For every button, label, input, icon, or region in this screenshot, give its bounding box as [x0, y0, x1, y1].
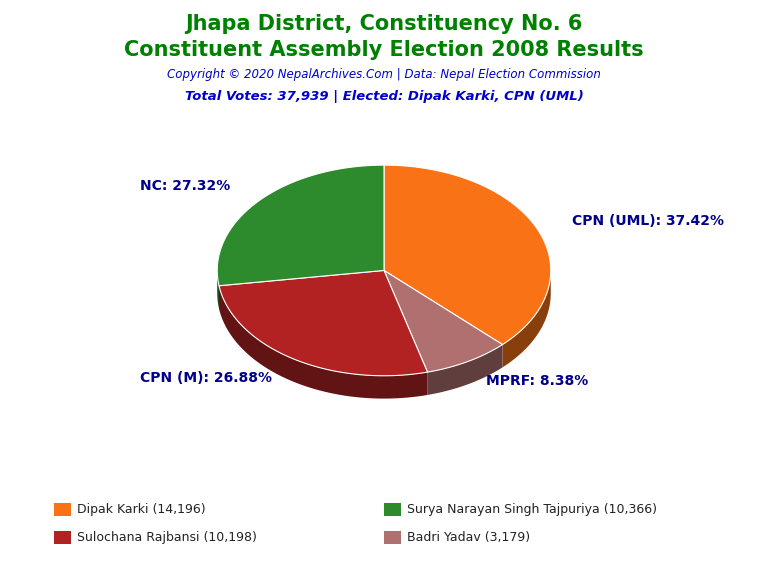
- Polygon shape: [217, 271, 219, 309]
- Text: Constituent Assembly Election 2008 Results: Constituent Assembly Election 2008 Resul…: [124, 40, 644, 60]
- Text: Jhapa District, Constituency No. 6: Jhapa District, Constituency No. 6: [185, 14, 583, 35]
- Polygon shape: [384, 271, 502, 372]
- Text: Surya Narayan Singh Tajpuriya (10,366): Surya Narayan Singh Tajpuriya (10,366): [407, 503, 657, 516]
- Polygon shape: [384, 165, 551, 344]
- Text: NC: 27.32%: NC: 27.32%: [140, 180, 230, 194]
- Polygon shape: [428, 344, 502, 395]
- Polygon shape: [219, 271, 428, 376]
- Text: Copyright © 2020 NepalArchives.Com | Data: Nepal Election Commission: Copyright © 2020 NepalArchives.Com | Dat…: [167, 68, 601, 81]
- Polygon shape: [502, 271, 551, 367]
- Text: Badri Yadav (3,179): Badri Yadav (3,179): [407, 531, 530, 544]
- Text: CPN (UML): 37.42%: CPN (UML): 37.42%: [571, 214, 723, 228]
- Text: Total Votes: 37,939 | Elected: Dipak Karki, CPN (UML): Total Votes: 37,939 | Elected: Dipak Kar…: [184, 90, 584, 104]
- Text: MPRF: 8.38%: MPRF: 8.38%: [486, 374, 588, 388]
- Text: Dipak Karki (14,196): Dipak Karki (14,196): [77, 503, 205, 516]
- Text: CPN (M): 26.88%: CPN (M): 26.88%: [141, 371, 273, 385]
- Text: Sulochana Rajbansi (10,198): Sulochana Rajbansi (10,198): [77, 531, 257, 544]
- Polygon shape: [219, 286, 428, 399]
- Polygon shape: [217, 165, 384, 286]
